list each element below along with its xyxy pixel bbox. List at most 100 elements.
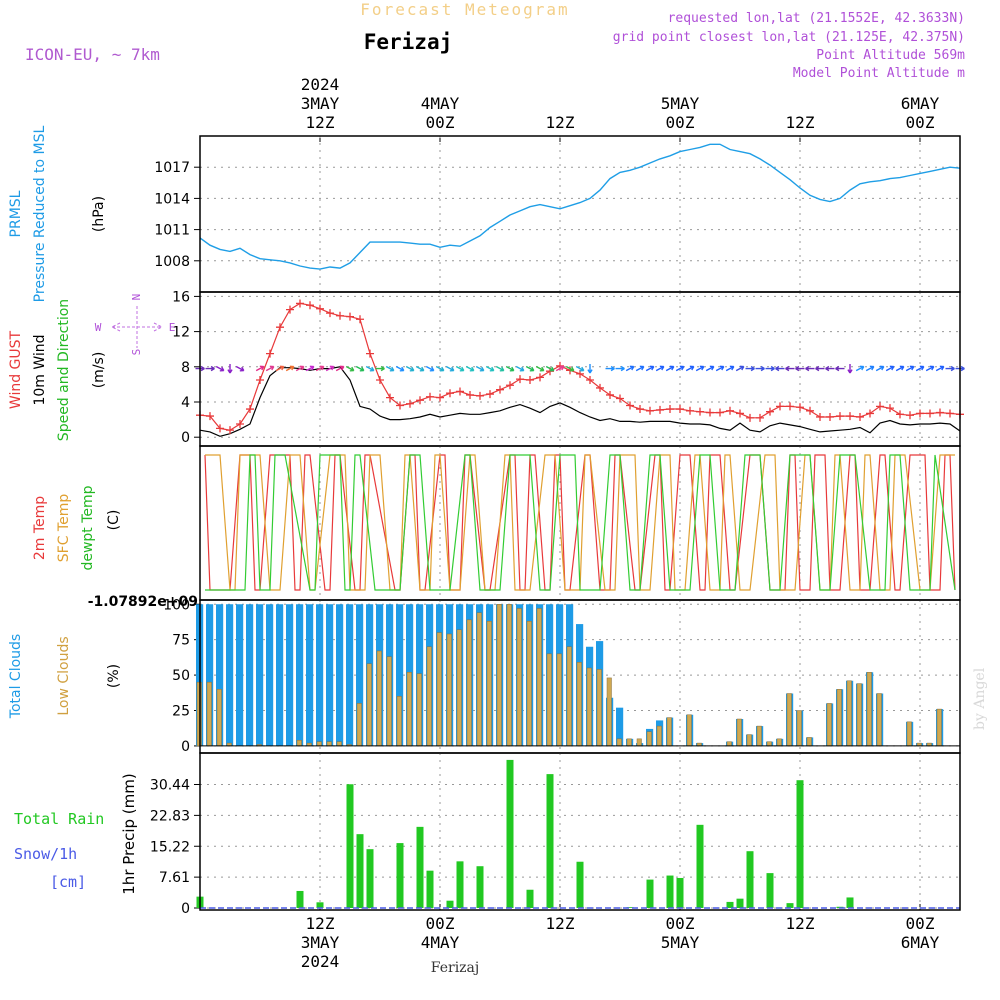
gust-marker — [826, 412, 834, 421]
low-cloud-bar — [626, 738, 632, 747]
low-cloud-bar — [546, 653, 552, 747]
low-cloud-bar — [746, 734, 752, 747]
low-cloud-bar — [476, 612, 482, 747]
wind-direction-arrow — [705, 365, 715, 372]
total-cloud-bar — [216, 604, 224, 746]
gust-marker — [296, 299, 304, 308]
low-cloud-ylabel: Low Clouds — [56, 636, 72, 715]
wind-direction-arrow — [295, 365, 305, 372]
low-cloud-bar — [656, 725, 662, 747]
total-cloud-bar — [236, 604, 244, 746]
y-tick-label: 0 — [181, 430, 190, 446]
total-cloud-bar — [306, 604, 314, 746]
total-cloud-bar — [256, 604, 264, 746]
gust-marker — [796, 403, 804, 412]
rain-bar — [366, 849, 374, 908]
gust-marker — [406, 399, 414, 408]
gust-marker — [716, 408, 724, 417]
total-cloud-bar — [326, 604, 334, 746]
rain-bar — [426, 870, 434, 908]
gust-marker — [886, 404, 894, 413]
gust-marker — [776, 402, 784, 411]
bottom-time-label: 5MAY — [661, 933, 700, 952]
gust-marker — [596, 383, 604, 392]
gust-marker — [316, 304, 324, 313]
rain-bar — [666, 875, 674, 908]
bottom-time-label: 2024 — [301, 952, 340, 971]
gust-marker — [496, 385, 504, 394]
gust-marker — [306, 301, 314, 310]
wind-direction-arrow — [515, 365, 525, 372]
subtitle: Forecast Meteogram — [360, 0, 569, 19]
gust-marker — [876, 402, 884, 411]
total-cloud-bar — [616, 707, 624, 746]
low-cloud-bar — [536, 608, 542, 747]
compass-rose: N S W E — [95, 294, 176, 356]
total-cloud-bar — [266, 604, 274, 746]
gust-marker — [706, 408, 714, 417]
low-cloud-bar — [316, 741, 322, 747]
wind-direction-arrow — [525, 365, 535, 372]
low-cloud-bar — [726, 741, 732, 747]
wind-direction-arrow — [825, 365, 835, 372]
rain-bar — [746, 851, 754, 908]
low-cloud-bar — [836, 689, 842, 747]
y-tick-label: 1014 — [154, 191, 190, 207]
y-tick-label: 30.44 — [150, 778, 190, 794]
low-cloud-bar — [526, 621, 532, 747]
gust-marker — [446, 389, 454, 398]
rain-bar — [526, 889, 534, 908]
gust-marker — [356, 315, 364, 324]
low-cloud-bar — [326, 741, 332, 747]
wind-direction-arrow — [315, 365, 325, 372]
rain-bar — [506, 759, 514, 908]
wind-direction-arrow — [535, 365, 545, 372]
wind-direction-arrow — [745, 365, 755, 372]
gust-marker — [666, 405, 674, 414]
gust-marker — [436, 393, 444, 402]
low-cloud-bar — [586, 667, 592, 747]
low-cloud-bar — [906, 721, 912, 747]
gust-marker — [616, 394, 624, 403]
gust-marker — [216, 424, 224, 433]
wind-direction-arrow — [555, 365, 565, 372]
gust-marker — [506, 381, 514, 390]
low-cloud-bar — [556, 653, 562, 747]
wind-direction-arrow — [355, 365, 365, 372]
top-time-label: 2024 — [301, 75, 340, 94]
snow-label: Snow/1h — [14, 845, 77, 863]
wind-direction-arrow — [935, 365, 945, 372]
total-cloud-bar — [316, 604, 324, 746]
gust-marker — [276, 323, 284, 332]
wind-direction-arrow — [575, 365, 585, 372]
top-time-label: 00Z — [426, 113, 455, 132]
rain-bar — [456, 861, 464, 908]
rain-bar — [846, 897, 854, 908]
rain-bar — [736, 898, 744, 908]
compass-e: E — [169, 321, 176, 334]
top-time-label: 3MAY — [301, 94, 340, 113]
wind-direction-arrow — [785, 365, 795, 372]
wind-direction-arrow — [235, 365, 245, 372]
gust-marker — [656, 405, 664, 414]
wind-direction-arrow — [255, 365, 265, 372]
low-cloud-bar — [406, 672, 412, 747]
low-cloud-bar — [866, 672, 872, 747]
bottom-time-label: 6MAY — [901, 933, 940, 952]
low-cloud-bar — [846, 680, 852, 747]
gust-marker — [936, 408, 944, 417]
gust-marker — [916, 409, 924, 418]
panel-frame — [199, 752, 961, 911]
total-cloud-bar — [206, 604, 214, 746]
wind-direction-arrow — [945, 365, 955, 372]
low-cloud-bar — [596, 669, 602, 747]
wind-direction-arrow — [205, 365, 215, 372]
total-cloud-bar — [356, 604, 364, 746]
bottom-location: Ferizaj — [431, 960, 479, 976]
y-tick-label: 1008 — [154, 254, 190, 270]
rain-bar — [576, 861, 584, 908]
low-cloud-bar — [786, 693, 792, 747]
gust-marker — [326, 309, 334, 318]
rain-bar — [396, 843, 404, 908]
